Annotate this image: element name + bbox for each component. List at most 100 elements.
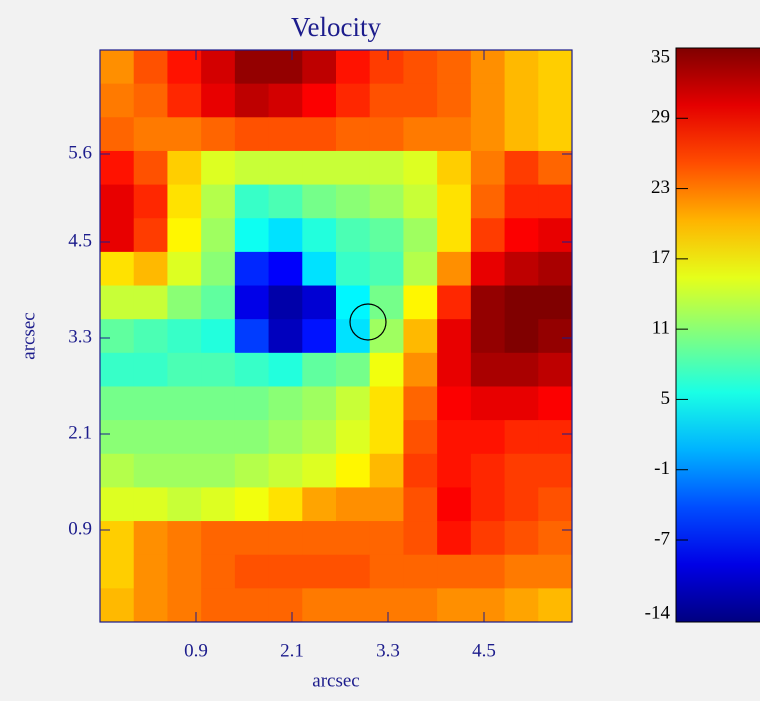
heat-cell [302, 588, 337, 623]
heat-cell [167, 588, 202, 623]
heat-cell [470, 588, 506, 623]
heat-cell [538, 554, 573, 589]
heat-cell [437, 150, 472, 186]
heat-cell [100, 521, 135, 556]
heat-cell [167, 184, 202, 219]
heat-cell [336, 386, 371, 421]
heat-cell [538, 386, 573, 421]
heat-cell [336, 150, 371, 186]
heat-cell [167, 420, 202, 455]
heat-cell [538, 420, 573, 455]
heat-cell [201, 588, 236, 623]
heat-cell [100, 50, 135, 85]
heat-cell [437, 453, 472, 488]
heat-cell [167, 83, 202, 118]
colorbar-tick-label: 29 [651, 107, 670, 128]
heat-cell [234, 554, 270, 589]
heat-cell [403, 285, 438, 320]
heat-cell [336, 420, 371, 455]
heat-cell [201, 218, 236, 253]
heat-cell [234, 521, 270, 556]
heat-cell [100, 487, 135, 522]
heat-cell [268, 487, 303, 522]
heat-cell [100, 588, 135, 623]
x-axis-label: arcsec [312, 670, 359, 691]
heat-cell [538, 521, 573, 556]
heat-cell [538, 453, 573, 488]
colorbar-tick-label: 5 [661, 388, 671, 409]
heat-cell [167, 487, 202, 522]
heat-cell [470, 319, 506, 354]
heat-cell [133, 218, 168, 253]
heat-cell [268, 184, 303, 219]
heat-cell [302, 554, 337, 589]
heat-cell [470, 251, 506, 287]
heat-cell [369, 218, 404, 253]
heat-cell [302, 50, 337, 85]
heat-cell [437, 50, 472, 85]
heat-cell [201, 352, 236, 387]
colorbar-tick-label: 23 [651, 177, 670, 198]
heat-cell [437, 285, 472, 320]
heat-cell [234, 386, 270, 421]
heat-cell [538, 184, 573, 219]
heat-cell [504, 386, 539, 421]
heat-cell [470, 420, 506, 455]
heat-cell [437, 218, 472, 253]
heat-cell [133, 420, 168, 455]
heat-cell [437, 386, 472, 421]
heat-cell [302, 184, 337, 219]
colorbar-tick-label: -7 [654, 528, 670, 549]
heat-cell [369, 487, 404, 522]
heat-cell [336, 352, 371, 387]
heat-cell [133, 319, 168, 354]
y-tick-label: 3.3 [68, 326, 92, 347]
heat-cell [336, 285, 371, 320]
heat-cell [403, 453, 438, 488]
heat-cell [201, 50, 236, 85]
heat-cell [538, 117, 573, 152]
heat-cell [234, 352, 270, 387]
heat-cell [504, 184, 539, 219]
heat-cell [369, 554, 404, 589]
heat-cell [470, 150, 506, 186]
heat-cell [470, 117, 506, 152]
heat-cell [234, 588, 270, 623]
heat-cell [302, 453, 337, 488]
colorbar-tick-label: 17 [651, 247, 670, 268]
heat-cell [437, 487, 472, 522]
heat-cell [201, 554, 236, 589]
heat-cell [403, 50, 438, 85]
heat-cell [167, 453, 202, 488]
heat-cell [403, 319, 438, 354]
heat-cell [504, 50, 539, 85]
heat-cell [133, 487, 168, 522]
y-tick-label: 2.1 [68, 422, 92, 443]
heat-cell [504, 117, 539, 152]
heat-cell [234, 184, 270, 219]
heat-cell [201, 184, 236, 219]
heat-cell [201, 285, 236, 320]
heat-cell [369, 386, 404, 421]
heat-cell [201, 386, 236, 421]
heat-cell [403, 218, 438, 253]
heat-cell [201, 420, 236, 455]
heat-cell [268, 352, 303, 387]
heat-cell [504, 453, 539, 488]
heat-cell [133, 453, 168, 488]
heat-cell [336, 588, 371, 623]
heat-cell [302, 218, 337, 253]
heat-cell [369, 251, 404, 287]
heat-cell [302, 319, 337, 354]
heat-cell [133, 521, 168, 556]
heat-cell [167, 352, 202, 387]
heat-cell [470, 554, 506, 589]
heat-cell [268, 218, 303, 253]
heat-cell [234, 83, 270, 118]
heat-cell [268, 251, 303, 287]
heat-cell [133, 50, 168, 85]
heat-cell [167, 521, 202, 556]
heat-cell [470, 184, 506, 219]
heat-cell [100, 218, 135, 253]
